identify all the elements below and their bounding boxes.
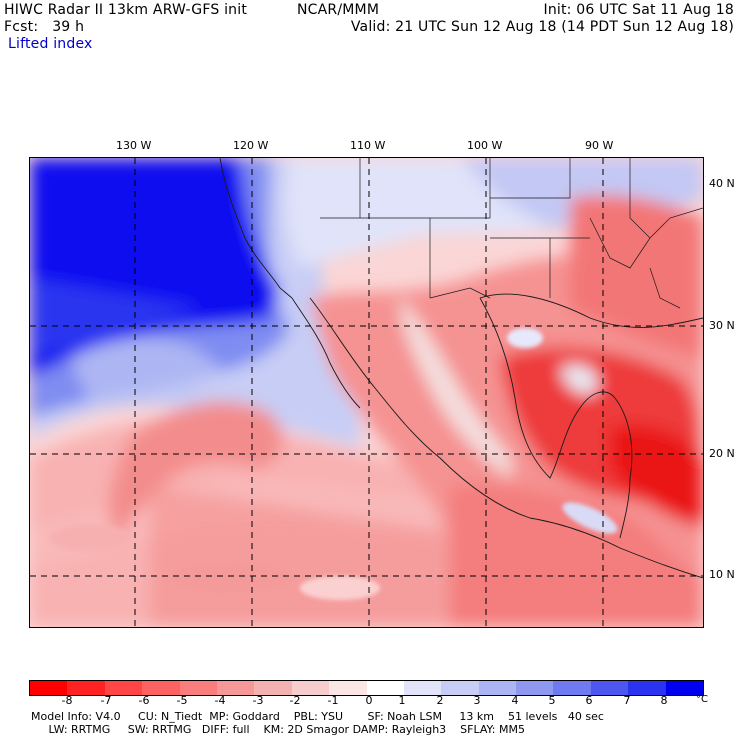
- lon-label-110w: 110 W: [350, 139, 386, 152]
- colorbar-swatch: [441, 681, 479, 695]
- lon-label-120w: 120 W: [233, 139, 269, 152]
- colorbar-tick: 4: [511, 694, 519, 707]
- colorbar-swatch: [665, 681, 704, 695]
- colorbar-tick: -5: [176, 694, 188, 707]
- lat-label-30n: 30 N: [709, 319, 735, 332]
- colorbar-tick: -1: [327, 694, 339, 707]
- colorbar-tick: 0: [365, 694, 373, 707]
- lat-lon-grid: [30, 158, 703, 627]
- colorbar-swatch: [30, 681, 68, 695]
- colorbar-tick: -4: [214, 694, 226, 707]
- lat-label-10n: 10 N: [709, 568, 735, 581]
- colorbar-swatch: [216, 681, 255, 695]
- colorbar-tick: 1: [398, 694, 406, 707]
- colorbar-swatch: [553, 681, 591, 695]
- colorbar-tick: -6: [138, 694, 150, 707]
- colorbar-tick: 5: [548, 694, 556, 707]
- colorbar-swatch: [516, 681, 554, 695]
- lon-label-100w: 100 W: [467, 139, 503, 152]
- model-info-line-1: Model Info: V4.0 CU: N_Tiedt MP: Goddard…: [31, 710, 604, 723]
- model-title: HIWC Radar II 13km ARW-GFS init: [4, 2, 248, 18]
- lifted-index-map: [29, 157, 704, 628]
- colorbar-tick: 2: [436, 694, 444, 707]
- colorbar-tick: 8: [660, 694, 668, 707]
- colorbar-swatch: [403, 681, 442, 695]
- lon-label-90w: 90 W: [585, 139, 614, 152]
- lat-label-20n: 20 N: [709, 447, 735, 460]
- valid-time: Valid: 21 UTC Sun 12 Aug 18 (14 PDT Sun …: [350, 19, 734, 35]
- forecast-hour: Fcst: 39 h: [4, 19, 85, 35]
- source-label: NCAR/MMM: [297, 2, 380, 18]
- colorbar-unit: °C: [696, 694, 708, 705]
- colorbar-swatch: [179, 681, 217, 695]
- colorbar-swatch: [254, 681, 292, 695]
- colorbar-swatch: [478, 681, 517, 695]
- colorbar-tick: 7: [623, 694, 631, 707]
- colorbar-tick: -3: [252, 694, 264, 707]
- colorbar-tick: -7: [100, 694, 112, 707]
- state-borders: [320, 158, 703, 309]
- model-info-line-2: LW: RRTMG SW: RRTMG DIFF: full KM: 2D Sm…: [31, 723, 525, 736]
- colorbar-tick: -2: [289, 694, 301, 707]
- field-name: Lifted index: [8, 36, 93, 52]
- lon-label-130w: 130 W: [116, 139, 152, 152]
- colorbar-tick: 3: [473, 694, 481, 707]
- coastlines: [219, 158, 703, 579]
- colorbar-swatch: [142, 681, 180, 695]
- colorbar-swatch: [67, 681, 105, 695]
- colorbar-swatch: [104, 681, 143, 695]
- colorbar-swatch: [628, 681, 666, 695]
- init-time: Init: 06 UTC Sat 11 Aug 18: [543, 2, 734, 18]
- colorbar-swatch: [329, 681, 367, 695]
- colorbar: [29, 680, 704, 696]
- lat-label-40n: 40 N: [709, 177, 735, 190]
- colorbar-tick: 6: [585, 694, 593, 707]
- colorbar-swatch: [590, 681, 629, 695]
- colorbar-tick: -8: [61, 694, 73, 707]
- colorbar-swatch: [366, 681, 404, 695]
- colorbar-swatch: [291, 681, 330, 695]
